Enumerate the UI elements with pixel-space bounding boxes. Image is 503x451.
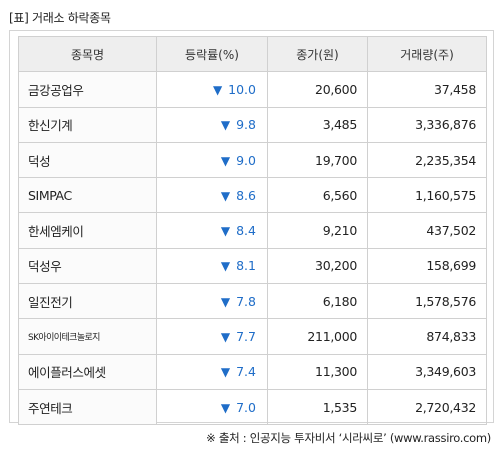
stock-name: SIMPAC <box>18 177 157 214</box>
table-title: [표] 거래소 하락종목 <box>9 11 111 25</box>
change-rate-value: 7.7 <box>236 329 256 345</box>
change-rate-value: 8.6 <box>236 187 256 203</box>
down-arrow-icon: ▼ <box>220 365 231 380</box>
closing-price: 3,485 <box>267 106 368 143</box>
down-arrow-icon: ▼ <box>220 224 231 239</box>
trade-volume: 3,336,876 <box>367 106 487 143</box>
change-rate-value: 8.1 <box>236 258 256 274</box>
change-rate: ▼ 8.6 <box>156 177 268 214</box>
trade-volume: 1,578,576 <box>367 283 487 320</box>
trade-volume: 437,502 <box>367 212 487 249</box>
stock-table: 종목명 등락률(%) 종가(원) 거래량(주) 금강공업우 ▼ 10.0 20,60… <box>18 35 487 426</box>
table-row: 덕성우 ▼ 8.1 30,200 158,699 <box>18 247 487 285</box>
table-frame: 종목명 등락률(%) 종가(원) 거래량(주) 금강공업우 ▼ 10.0 20,60… <box>9 30 494 426</box>
trade-volume: 158,699 <box>367 247 487 285</box>
change-rate-value: 10.0 <box>228 81 256 97</box>
header-price: 종가(원) <box>267 35 368 73</box>
trade-volume: 874,833 <box>367 318 487 355</box>
closing-price: 19,700 <box>267 141 368 179</box>
trade-volume: 37,458 <box>367 71 487 108</box>
source-note: ※ 출처 : 인공지능 투자비서 ‘시라씨로’ (www.rassiro.com… <box>206 431 491 445</box>
closing-price: 30,200 <box>267 247 368 285</box>
stock-name: 에이플러스에셋 <box>18 353 157 390</box>
table-row: SK아이이테크놀로지 ▼ 7.7 211,000 874,833 <box>18 318 487 355</box>
down-arrow-icon: ▼ <box>220 330 231 345</box>
change-rate: ▼ 7.7 <box>156 318 268 355</box>
trade-volume: 2,235,354 <box>367 141 487 179</box>
table-row: 덕성 ▼ 9.0 19,700 2,235,354 <box>18 141 487 179</box>
header-volume: 거래량(주) <box>367 35 487 73</box>
header-name: 종목명 <box>18 35 157 73</box>
change-rate-value: 7.0 <box>236 399 256 415</box>
down-arrow-icon: ▼ <box>212 82 223 97</box>
stock-name: SK아이이테크놀로지 <box>18 318 157 355</box>
stock-name: 주연테크 <box>18 388 157 426</box>
table-row: SIMPAC ▼ 8.6 6,560 1,160,575 <box>18 177 487 214</box>
table-row: 한세엠케이 ▼ 8.4 9,210 437,502 <box>18 212 487 249</box>
stock-name: 덕성 <box>18 141 157 179</box>
stock-name: 금강공업우 <box>18 71 157 108</box>
closing-price: 20,600 <box>267 71 368 108</box>
table-row: 한신기계 ▼ 9.8 3,485 3,336,876 <box>18 106 487 143</box>
header-row: 종목명 등락률(%) 종가(원) 거래량(주) <box>18 35 487 73</box>
change-rate-value: 9.0 <box>236 152 256 168</box>
change-rate-value: 9.8 <box>236 117 256 133</box>
table-row: 금강공업우 ▼ 10.0 20,600 37,458 <box>18 71 487 108</box>
trade-volume: 3,349,603 <box>367 353 487 390</box>
down-arrow-icon: ▼ <box>220 188 231 203</box>
change-rate: ▼ 7.8 <box>156 283 268 320</box>
stock-name: 일진전기 <box>18 283 157 320</box>
change-rate: ▼ 8.4 <box>156 212 268 249</box>
closing-price: 9,210 <box>267 212 368 249</box>
change-rate-value: 7.4 <box>236 364 256 380</box>
trade-volume: 1,160,575 <box>367 177 487 214</box>
change-rate: ▼ 10.0 <box>156 71 268 108</box>
down-arrow-icon: ▼ <box>220 118 231 133</box>
closing-price: 6,560 <box>267 177 368 214</box>
down-arrow-icon: ▼ <box>220 259 231 274</box>
stock-name: 덕성우 <box>18 247 157 285</box>
change-rate: ▼ 9.0 <box>156 141 268 179</box>
table-row: 에이플러스에셋 ▼ 7.4 11,300 3,349,603 <box>18 353 487 390</box>
table-row: 일진전기 ▼ 7.8 6,180 1,578,576 <box>18 283 487 320</box>
down-arrow-icon: ▼ <box>220 294 231 309</box>
down-arrow-icon: ▼ <box>220 153 231 168</box>
closing-price: 1,535 <box>267 388 368 426</box>
table-row: 주연테크 ▼ 7.0 1,535 2,720,432 <box>18 388 487 426</box>
down-arrow-icon: ▼ <box>220 400 231 415</box>
change-rate: ▼ 9.8 <box>156 106 268 143</box>
change-rate-value: 8.4 <box>236 223 256 239</box>
stock-name: 한신기계 <box>18 106 157 143</box>
closing-price: 211,000 <box>267 318 368 355</box>
header-rate: 등락률(%) <box>156 35 268 73</box>
change-rate: ▼ 8.1 <box>156 247 268 285</box>
stock-name: 한세엠케이 <box>18 212 157 249</box>
change-rate: ▼ 7.4 <box>156 353 268 390</box>
closing-price: 11,300 <box>267 353 368 390</box>
closing-price: 6,180 <box>267 283 368 320</box>
change-rate-value: 7.8 <box>236 293 256 309</box>
change-rate: ▼ 7.0 <box>156 388 268 426</box>
trade-volume: 2,720,432 <box>367 388 487 426</box>
